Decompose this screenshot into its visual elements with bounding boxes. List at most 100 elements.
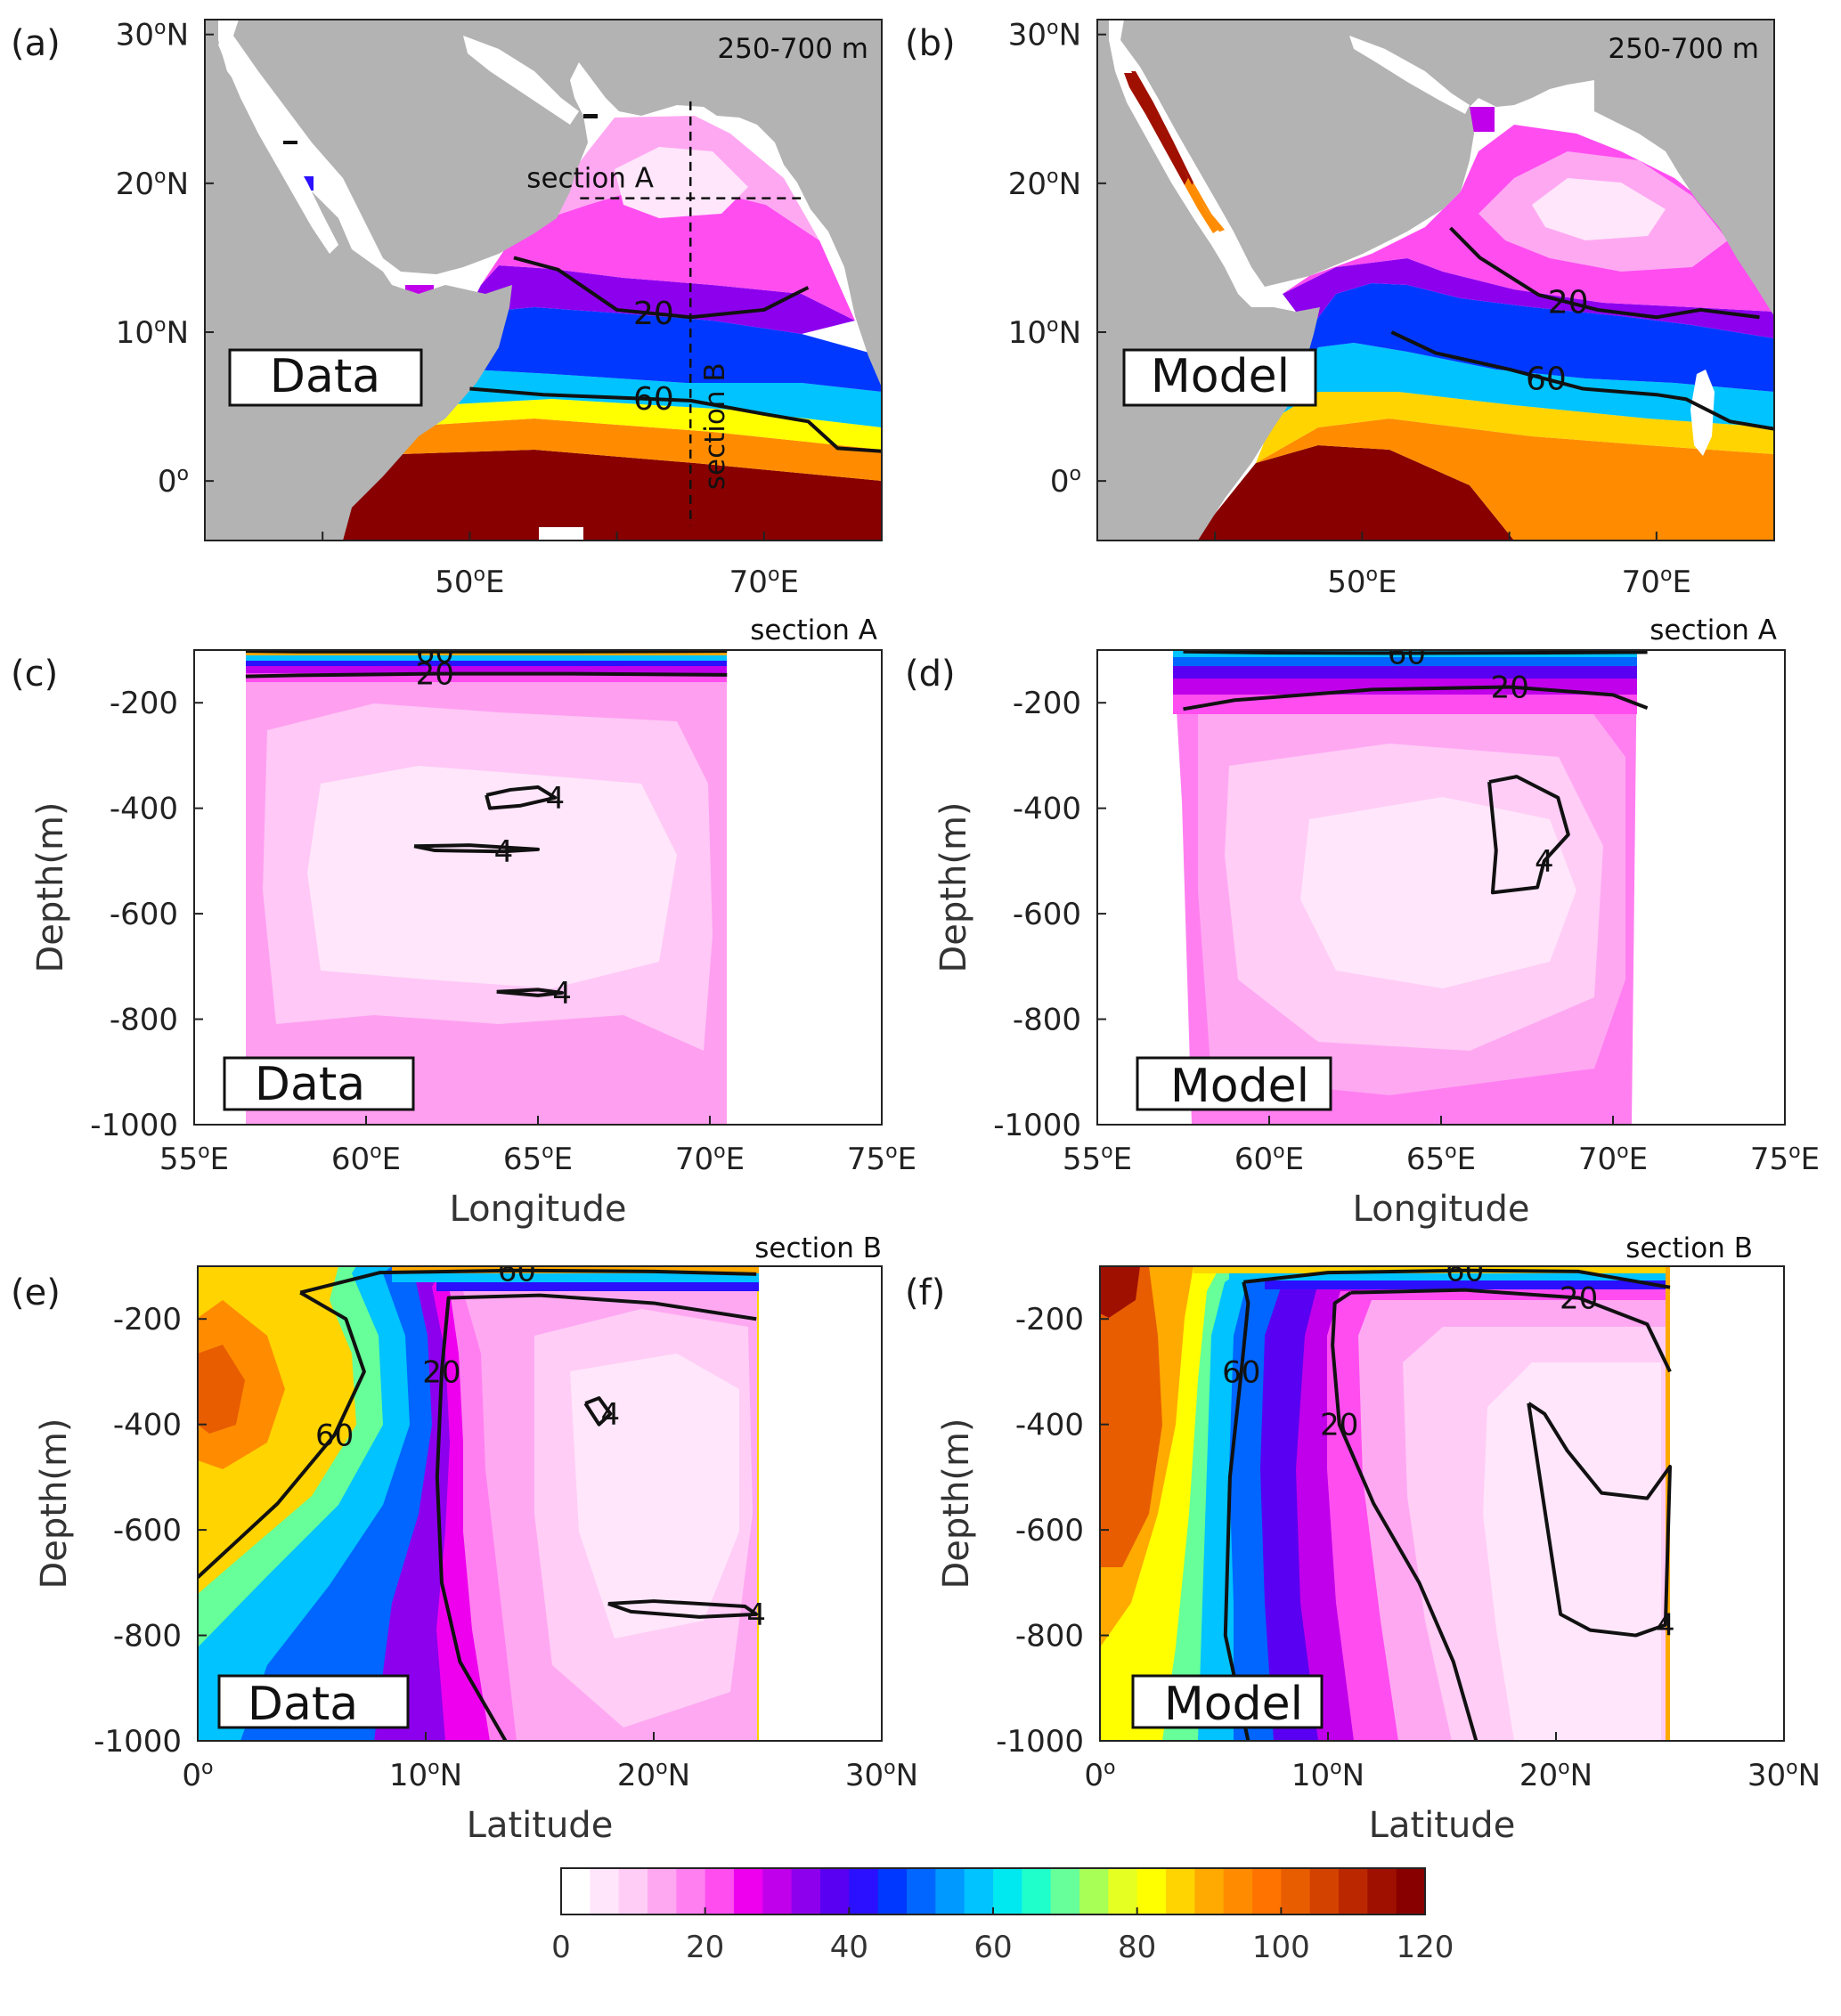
y-tick-label: -1000 [993,1108,1081,1143]
field-top-band [1173,657,1637,666]
plot-frame [197,1265,883,1742]
field-core [570,1353,739,1638]
field-blank [1670,1266,1784,1741]
colorbar-cell [820,1868,850,1914]
y-tick-label: 0o [1050,462,1081,500]
contour-20 [1183,685,1649,711]
colorbar-cell [1079,1868,1109,1914]
field-band-100 [1256,419,1774,541]
y-tick-label: -600 [113,1513,182,1549]
tag-text: Data [248,1678,358,1731]
y-tick-label: -400 [110,792,178,827]
data-white-cell [539,527,583,541]
x-tick-label: 55oE [159,1140,229,1177]
contour-20 [1350,1288,1672,1373]
contour-4 [413,843,540,854]
island-blob [1690,370,1715,456]
field-top-band [1173,679,1637,695]
tag-text: Model [1151,350,1290,403]
y-tick-label: 20oN [1008,165,1081,202]
land-africa [1097,20,1320,541]
field-top-band [1229,1273,1666,1280]
legend-tag: Model [1131,1674,1324,1731]
y-axis-label: Depth(m) [34,1418,75,1589]
colorbar-cell [1367,1868,1397,1914]
x-axis-label: Longitude [450,1189,627,1230]
field-band-4 [1532,178,1666,240]
section-label: section A [750,614,877,646]
colorbar-cell [618,1868,648,1914]
field-top-band [246,666,727,673]
y-tick-label: -800 [110,1003,178,1038]
field-orange-core [1100,1266,1162,1567]
x-tick-label: 70oE [729,563,799,600]
field-top-band [246,661,727,666]
x-tick-label: 20oN [617,1756,690,1793]
contour-60 [1243,1268,1671,1289]
field-band-120 [1193,445,1514,541]
field-band-4 [615,147,748,218]
section-b-label: section B [699,362,731,490]
y-tick-label: -200 [113,1302,182,1337]
field-top-band [1173,695,1637,714]
colorbar-cell [705,1868,735,1914]
panel-label: (e) [11,1272,61,1313]
colorbar-tick-label: 100 [1252,1930,1310,1965]
contour-20 [245,671,728,679]
contour-label: 20 [1560,1281,1598,1317]
plot-frame [1099,1265,1785,1742]
contour-20 [513,256,810,320]
contour-label: 60 [498,1254,536,1289]
field-top-band [392,1273,759,1282]
redsea-field-orange [1185,178,1218,233]
contour-60 [299,1268,757,1295]
colorbar-cell [590,1868,620,1914]
depth-label: 250-700 m [1608,33,1759,65]
x-tick-label: 50oE [435,563,504,600]
colorbar-cell [1022,1868,1052,1914]
contour-60 [245,650,728,654]
field-top-band [246,655,727,661]
field-deep-orange [198,1345,245,1434]
field-band-40 [436,307,882,392]
panel-e: (e) section B 60 60 20 4 4 0o 10oN 20oN 30oN -20… [11,1232,918,1846]
contour-label: 4 [494,834,514,870]
legend-tag: Model [1122,348,1317,407]
land-arabia [233,20,704,274]
field-top-band [246,673,727,682]
x-tick-label: 70oE [1578,1140,1648,1177]
contour-label: 60 [416,635,454,671]
x-tick-label: 0o [182,1756,213,1793]
x-tick-label: 75oE [847,1140,916,1177]
y-tick-label: -600 [110,897,178,932]
x-tick-label: 30oN [845,1756,918,1793]
contour-label: 4 [1535,844,1554,880]
contour-20 [435,1293,757,1741]
colorbar-cell [1108,1868,1138,1914]
x-tick-label: 65oE [1406,1140,1476,1177]
section-label: section B [754,1232,882,1264]
contour-label: 4 [601,1397,621,1433]
contour-label: 20 [416,657,454,693]
panel-label: (c) [11,654,58,695]
colorbar-cell [676,1868,706,1914]
field-band-80 [1256,392,1774,463]
y-axis-label: Depth(m) [30,801,71,972]
contour-label: 60 [1388,637,1426,672]
land-iran-india [704,20,882,387]
y-tick-label: -200 [1013,686,1081,721]
contour-label: 20 [1491,670,1529,705]
colorbar-tick-label: 60 [973,1930,1012,1965]
field-red-top [1100,1266,1140,1318]
section-label: section B [1625,1232,1753,1264]
contour-label: 4 [746,1597,766,1633]
panel-label: (f) [905,1272,945,1313]
y-tick-label: -600 [1015,1513,1084,1549]
contour-60 [198,1290,366,1579]
map-frame [1096,19,1775,541]
colorbar-cell [877,1868,908,1914]
contour-label: 4 [552,976,572,1012]
y-tick-label: -1000 [90,1108,178,1143]
